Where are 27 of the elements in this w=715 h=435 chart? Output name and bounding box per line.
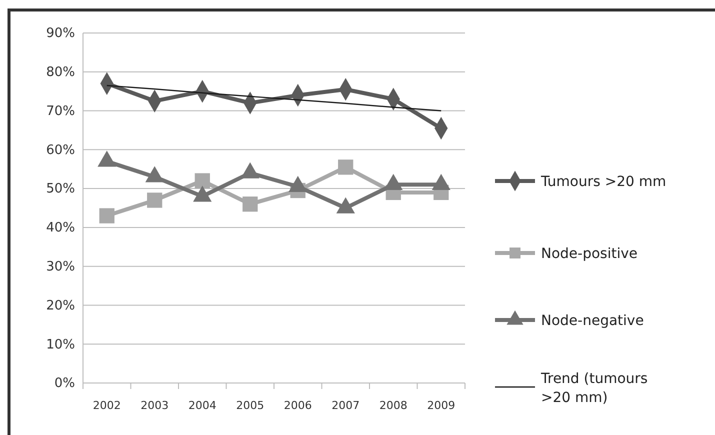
y-tick-label: 30%	[46, 259, 75, 274]
legend-label: Node-positive	[541, 246, 638, 262]
x-tick-label: 2002	[92, 398, 121, 412]
y-tick-label: 60%	[46, 142, 75, 158]
point	[99, 208, 114, 224]
y-tick-label: 70%	[46, 104, 75, 119]
x-tick-label: 2007	[332, 398, 360, 412]
point	[194, 173, 210, 188]
legend-label: Node-negative	[541, 313, 644, 329]
x-tick-label: 2005	[236, 398, 264, 412]
point	[147, 192, 162, 208]
y-tick-label: 40%	[46, 220, 75, 236]
x-tick-label: 2008	[379, 398, 408, 412]
point	[242, 196, 258, 212]
x-tick-label: 2009	[427, 398, 456, 412]
y-tick-label: 10%	[46, 337, 75, 352]
legend-label: Trend (tumours >20 mm)	[540, 371, 648, 406]
y-tick-label: 90%	[46, 26, 75, 42]
point	[338, 160, 354, 175]
y-tick-label: 20%	[46, 298, 75, 314]
y-tick-label: 80%	[46, 65, 75, 80]
legend-label: Tumours >20 mm	[540, 174, 666, 190]
x-tick-label: 2003	[140, 398, 169, 412]
x-tick-label: 2006	[284, 398, 312, 412]
y-tick-label: 50%	[46, 182, 75, 197]
x-tick-label: 2004	[188, 398, 216, 412]
y-tick-label: 0%	[54, 376, 75, 392]
